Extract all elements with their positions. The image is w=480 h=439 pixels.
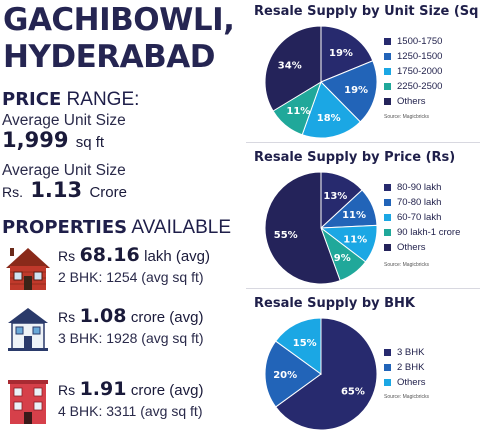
legend-label: 90 lakh-1 crore: [397, 227, 461, 238]
legend-item-1: 1250-1500: [384, 49, 442, 64]
legend-bhk: 3 BHK 2 BHK Others: [384, 345, 426, 390]
legend-item-4: Others: [384, 94, 442, 109]
pie-slice-label-2: 15%: [293, 338, 317, 349]
location-title: GACHIBOWLI, HYDERABAD: [3, 2, 235, 76]
legend-item-3: 90 lakh-1 crore: [384, 225, 460, 240]
chart-title: Resale Supply by Price (Rs): [254, 150, 456, 165]
legend-item-0: 3 BHK: [384, 345, 426, 360]
property-price: Rs 1.08 crore (avg): [58, 305, 204, 327]
source-note: Source: Magicbricks: [384, 262, 430, 268]
legend-swatch: [384, 349, 391, 356]
pie-slice-label-4: 55%: [274, 230, 298, 241]
pie-slice-label-2: 18%: [317, 113, 341, 124]
legend-label: 1750-2000: [397, 66, 443, 77]
legend-label: Others: [397, 377, 426, 388]
legend-label: 80-90 lakh: [397, 182, 442, 193]
pie-slice-label-3: 11%: [286, 106, 310, 117]
legend-unit-size: 1500-1750 1250-1500 1750-2000 2250-2500 Othe…: [384, 34, 442, 109]
legend-label: 1500-1750: [397, 36, 443, 47]
source-note: Source: Magicbricks: [384, 394, 430, 400]
property-2bhk: Rs 68.16 lakh (avg) 2 BHK: 1254 (avg sq …: [0, 244, 244, 300]
pie-slice-2: [274, 317, 322, 375]
pie-slice-label-2: 11%: [343, 235, 367, 246]
legend-label: Others: [397, 242, 426, 253]
info-panel: GACHIBOWLI, HYDERABAD PRICE RANGE: Avera…: [0, 2, 244, 434]
legend-swatch: [384, 244, 391, 251]
pie-slice-label-0: 13%: [323, 191, 347, 202]
property-bhk: 3 BHK: 1928 (avg sq ft): [58, 330, 204, 346]
divider: [246, 288, 480, 289]
avg-price-value: Rs. 1.13 Crore: [2, 178, 127, 202]
legend-label: 1250-1500: [397, 51, 443, 62]
legend-item-3: 2250-2500: [384, 79, 442, 94]
legend-swatch: [384, 379, 391, 386]
pie-slice-label-0: 65%: [341, 386, 365, 397]
property-bhk: 2 BHK: 1254 (avg sq ft): [58, 269, 204, 285]
legend-label: Others: [397, 96, 426, 107]
legend-swatch: [384, 184, 391, 191]
property-bhk: 4 BHK: 3311 (avg sq ft): [58, 403, 203, 419]
property-4bhk: Rs 1.91 crore (avg) 4 BHK: 3311 (avg sq …: [0, 378, 244, 434]
legend-label: 2 BHK: [397, 362, 425, 373]
chart-title: Resale Supply by BHK: [254, 296, 415, 311]
pie-slice-1: [320, 60, 378, 123]
legend-swatch: [384, 38, 391, 45]
avg-unit-size-value: 1,999 sq ft: [2, 128, 105, 152]
title-line-1: GACHIBOWLI,: [3, 2, 235, 38]
pie-slice-label-3: 9%: [334, 253, 351, 264]
legend-swatch: [384, 214, 391, 221]
pie-slice-0: [274, 317, 378, 431]
legend-swatch: [384, 83, 391, 90]
legend-swatch: [384, 199, 391, 206]
pie-chart-bhk: 65% 20% 15%: [264, 317, 378, 431]
properties-heading: PROPERTIES AVAILABLE: [2, 217, 232, 238]
pie-slice-label-4: 34%: [278, 60, 302, 71]
price-range-heading: PRICE RANGE:: [2, 89, 140, 110]
pie-slice-label-1: 19%: [344, 85, 368, 96]
legend-label: 60-70 lakh: [397, 212, 442, 223]
legend-swatch: [384, 53, 391, 60]
charts-panel: Resale Supply by Unit Size (Sq ft) 19% 19…: [246, 0, 480, 439]
legend-item-1: 70-80 lakh: [384, 195, 460, 210]
legend-item-1: 2 BHK: [384, 360, 426, 375]
legend-swatch: [384, 68, 391, 75]
chart-title: Resale Supply by Unit Size (Sq ft): [254, 4, 480, 19]
brick-house-icon: [6, 248, 50, 290]
property-price: Rs 68.16 lakh (avg): [58, 244, 210, 266]
pie-chart-price: 13% 11% 11% 9% 55%: [264, 171, 378, 285]
pie-slice-label-1: 20%: [273, 370, 297, 381]
pie-slice-label-1: 11%: [342, 210, 366, 221]
pie-slice-1: [264, 340, 322, 408]
pie-slice-2: [301, 81, 361, 139]
pie-slice-label-0: 19%: [329, 48, 353, 59]
legend-item-0: 80-90 lakh: [384, 180, 460, 195]
legend-item-0: 1500-1750: [384, 34, 442, 49]
villa-icon: [8, 308, 48, 351]
source-note: Source: Magicbricks: [384, 114, 430, 120]
avg-price-label: Average Unit Size: [2, 162, 126, 179]
property-3bhk: Rs 1.08 crore (avg) 3 BHK: 1928 (avg sq …: [0, 305, 244, 361]
legend-label: 3 BHK: [397, 347, 425, 358]
pie-slice-4: [264, 171, 341, 285]
divider: [246, 142, 480, 143]
legend-label: 2250-2500: [397, 81, 443, 92]
legend-item-2: 60-70 lakh: [384, 210, 460, 225]
legend-swatch: [384, 364, 391, 371]
title-line-2: HYDERABAD: [3, 39, 216, 75]
pie-slice-4: [264, 25, 322, 112]
legend-item-4: Others: [384, 240, 460, 255]
avg-unit-size-label: Average Unit Size: [2, 112, 126, 129]
legend-swatch: [384, 229, 391, 236]
legend-item-2: 1750-2000: [384, 64, 442, 79]
property-price: Rs 1.91 crore (avg): [58, 378, 204, 400]
apartment-icon: [8, 380, 48, 424]
legend-price: 80-90 lakh 70-80 lakh 60-70 lakh 90 lakh-1 …: [384, 180, 460, 255]
pie-slice-0: [320, 25, 374, 83]
legend-item-2: Others: [384, 375, 426, 390]
pie-chart-unit-size: 19% 19% 18% 11% 34%: [264, 25, 378, 139]
legend-label: 70-80 lakh: [397, 197, 442, 208]
legend-swatch: [384, 98, 391, 105]
